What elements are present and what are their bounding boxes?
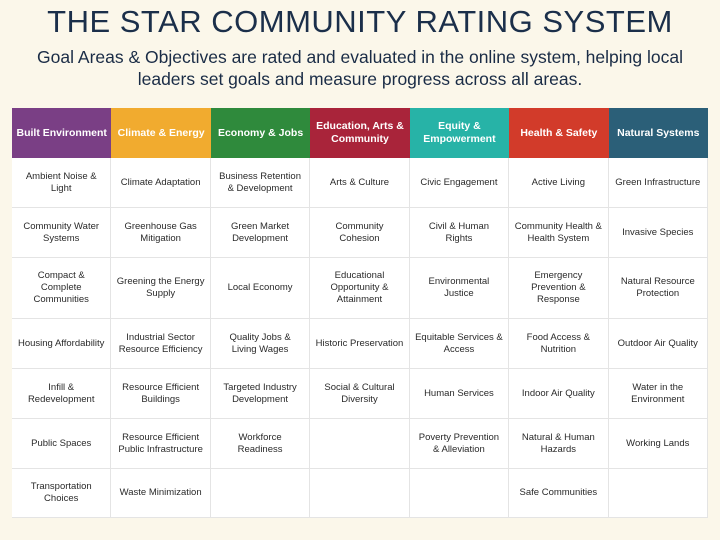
objective-cell: Green Infrastructure bbox=[608, 158, 708, 208]
objective-cell: Indoor Air Quality bbox=[509, 369, 609, 419]
objective-cell: Environmental Justice bbox=[409, 258, 510, 319]
objective-cell: Workforce Readiness bbox=[210, 419, 311, 469]
goal-area-header: Natural Systems bbox=[608, 108, 708, 158]
objective-cell: Housing Affordability bbox=[12, 319, 112, 369]
empty-cell bbox=[409, 469, 510, 518]
objective-cell: Resource Efficient Public Infrastructure bbox=[111, 419, 211, 469]
objective-cell: Quality Jobs & Living Wages bbox=[210, 319, 311, 369]
goal-area-header: Economy & Jobs bbox=[210, 108, 311, 158]
objective-cell: Targeted Industry Development bbox=[210, 369, 311, 419]
page-title: THE STAR COMMUNITY RATING SYSTEM bbox=[47, 4, 673, 39]
objective-cell: Human Services bbox=[409, 369, 510, 419]
objective-cell: Working Lands bbox=[608, 419, 708, 469]
objective-cell: Outdoor Air Quality bbox=[608, 319, 708, 369]
objectives-table: Built Environment Climate & Energy Economy… bbox=[12, 108, 708, 518]
objective-cell: Social & Cultural Diversity bbox=[310, 369, 410, 419]
objective-cell: Transportation Choices bbox=[12, 469, 112, 518]
page-subtitle: Goal Areas & Objectives are rated and ev… bbox=[37, 47, 683, 89]
objective-cell: Green Market Development bbox=[210, 208, 311, 258]
empty-cell bbox=[310, 419, 410, 469]
goal-area-header: Built Environment bbox=[12, 108, 112, 158]
objective-cell: Community Health & Health System bbox=[509, 208, 609, 258]
empty-cell bbox=[608, 469, 708, 518]
objective-cell: Food Access & Nutrition bbox=[509, 319, 609, 369]
objective-cell: Poverty Prevention & Alleviation bbox=[409, 419, 510, 469]
objective-cell: Safe Communities bbox=[509, 469, 609, 518]
objective-cell: Business Retention & Development bbox=[210, 158, 311, 208]
objective-cell: Infill & Redevelopment bbox=[12, 369, 112, 419]
objective-cell: Civil & Human Rights bbox=[409, 208, 510, 258]
objective-cell: Ambient Noise & Light bbox=[12, 158, 112, 208]
empty-cell bbox=[310, 469, 410, 518]
objective-cell: Waste Minimization bbox=[111, 469, 211, 518]
objective-cell: Arts & Culture bbox=[310, 158, 410, 208]
objective-cell: Historic Preservation bbox=[310, 319, 410, 369]
objective-cell: Civic Engagement bbox=[409, 158, 510, 208]
objective-cell: Public Spaces bbox=[12, 419, 112, 469]
objective-cell: Community Cohesion bbox=[310, 208, 410, 258]
objective-cell: Water in the Environment bbox=[608, 369, 708, 419]
goal-area-header: Health & Safety bbox=[509, 108, 609, 158]
objective-cell: Natural Resource Protection bbox=[608, 258, 708, 319]
objective-cell: Industrial Sector Resource Efficiency bbox=[111, 319, 211, 369]
objective-cell: Natural & Human Hazards bbox=[509, 419, 609, 469]
objective-cell: Invasive Species bbox=[608, 208, 708, 258]
objective-cell: Local Economy bbox=[210, 258, 311, 319]
goal-area-header: Education, Arts & Community bbox=[310, 108, 410, 158]
empty-cell bbox=[210, 469, 311, 518]
objective-cell: Compact & Complete Communities bbox=[12, 258, 112, 319]
objective-cell: Active Living bbox=[509, 158, 609, 208]
objective-cell: Community Water Systems bbox=[12, 208, 112, 258]
objective-cell: Resource Efficient Buildings bbox=[111, 369, 211, 419]
objective-cell: Greening the Energy Supply bbox=[111, 258, 211, 319]
objective-cell: Climate Adaptation bbox=[111, 158, 211, 208]
objective-cell: Greenhouse Gas Mitigation bbox=[111, 208, 211, 258]
goal-area-header: Equity & Empowerment bbox=[409, 108, 510, 158]
objective-cell: Emergency Prevention & Response bbox=[509, 258, 609, 319]
objective-cell: Educational Opportunity & Attainment bbox=[310, 258, 410, 319]
goal-area-header: Climate & Energy bbox=[111, 108, 211, 158]
objective-cell: Equitable Services & Access bbox=[409, 319, 510, 369]
